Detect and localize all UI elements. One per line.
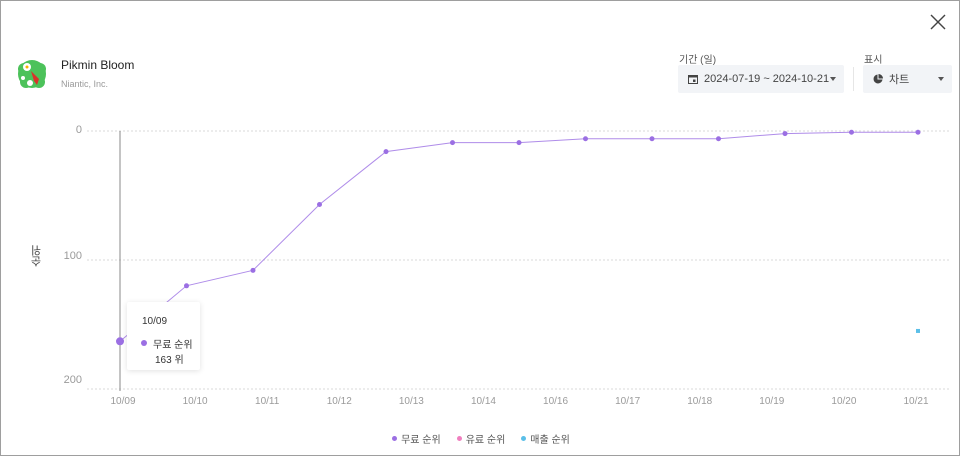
x-tick: 10/16: [543, 396, 569, 407]
x-tick: 10/17: [615, 396, 641, 407]
x-tick: 10/18: [687, 396, 713, 407]
x-tick: 10/20: [831, 396, 857, 407]
x-tick: 10/19: [759, 396, 785, 407]
x-tick: 10/09: [110, 396, 136, 407]
data-point[interactable]: [849, 129, 854, 135]
data-point[interactable]: [450, 140, 455, 146]
app-title: Pikmin Bloom: [61, 58, 135, 72]
legend-dot: [456, 436, 462, 441]
data-point[interactable]: [383, 149, 389, 155]
data-point[interactable]: [915, 129, 921, 135]
app-icon: [15, 57, 49, 91]
calendar-icon: [688, 75, 698, 84]
display-select[interactable]: 차트: [863, 65, 952, 93]
close-button[interactable]: [927, 11, 949, 33]
x-tick: 10/11: [255, 396, 280, 407]
period-select[interactable]: 2024-07-19 ~ 2024-10-21: [678, 65, 844, 93]
x-tick: 10/21: [903, 396, 929, 407]
data-point[interactable]: [716, 136, 721, 142]
x-tick: 10/12: [326, 396, 352, 407]
chevron-down-icon: [938, 77, 944, 81]
series-line: [119, 131, 918, 342]
data-point[interactable]: [317, 202, 322, 208]
display-value: 차트: [889, 74, 910, 86]
data-point[interactable]: [516, 140, 522, 146]
y-tick: 100: [63, 250, 82, 262]
legend-item-paid[interactable]: 유료 순위: [456, 431, 506, 446]
data-point[interactable]: [916, 328, 920, 333]
period-label: 기간 (일): [679, 55, 717, 66]
tooltip-series: 무료 순위: [153, 340, 193, 351]
tooltip-date: 10/09: [142, 316, 168, 327]
chevron-down-icon: [830, 77, 836, 81]
legend-dot: [521, 436, 527, 441]
chart-tooltip: 10/09 무료 순위 163 위: [127, 302, 200, 370]
legend-label: 매출 순위: [530, 435, 570, 446]
legend-label: 유료 순위: [465, 435, 506, 446]
divider: [853, 67, 854, 91]
y-tick: 200: [63, 374, 82, 386]
x-tick: 10/13: [398, 396, 424, 407]
legend-label: 무료 순위: [401, 435, 441, 446]
legend-item-free[interactable]: 무료 순위: [392, 431, 441, 446]
y-tick: 0: [75, 124, 82, 136]
app-header: Pikmin Bloom Niantic, Inc.: [15, 57, 134, 91]
x-tick: 10/14: [470, 396, 496, 407]
app-developer: Niantic, Inc.: [61, 79, 109, 89]
tooltip-series-dot: [141, 340, 147, 346]
display-label: 표시: [864, 55, 883, 66]
close-icon: [930, 14, 946, 30]
data-point[interactable]: [649, 136, 655, 142]
data-point[interactable]: [583, 136, 588, 142]
data-point[interactable]: [116, 337, 124, 346]
data-point[interactable]: [782, 131, 788, 137]
x-tick: 10/10: [182, 396, 208, 407]
pie-chart-icon: [873, 74, 883, 84]
tooltip-value: 163 위: [155, 355, 184, 366]
data-point[interactable]: [250, 267, 256, 273]
period-value: 2024-07-19 ~ 2024-10-21: [704, 73, 830, 85]
legend-item-revenue[interactable]: 매출 순위: [521, 431, 570, 446]
legend-dot: [392, 436, 398, 441]
chart-legend: 무료 순위 유료 순위 매출 순위: [1, 431, 960, 446]
data-point[interactable]: [184, 283, 189, 289]
